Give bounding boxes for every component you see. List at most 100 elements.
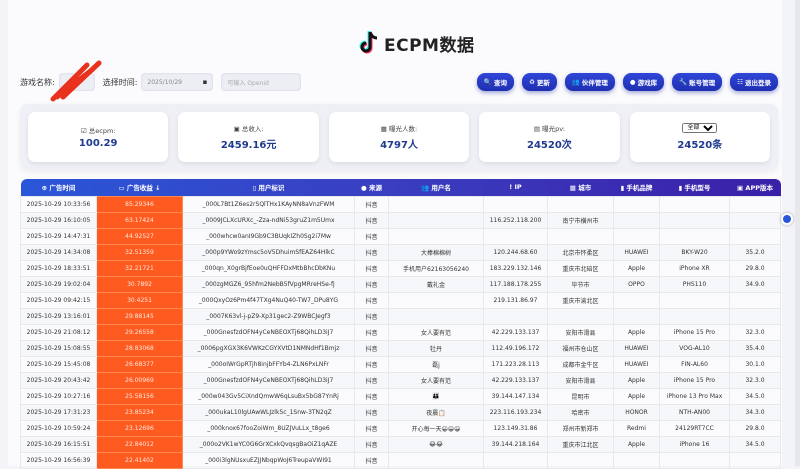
cell-model: VOG-AL10 bbox=[659, 339, 730, 357]
cell-city: 南宁市横州市 bbox=[547, 211, 614, 229]
cell-model: iPhone 15 Pro bbox=[659, 323, 730, 341]
col-ad-time[interactable]: ⊕ 广告时间 bbox=[41, 184, 76, 193]
search-button[interactable]: 🔍 查询 bbox=[476, 73, 514, 91]
table-row[interactable]: 2025-10-29 16:10:05 63.17424 _0009JCLXcURX… bbox=[20, 211, 781, 229]
table-row[interactable]: 2025-10-29 19:02:04 30.7892 _000zgMGZ6_95h… bbox=[20, 275, 781, 293]
table-row[interactable]: 2025-10-29 10:33:56 85.29346 _000L7Bt1Z6es… bbox=[20, 195, 781, 213]
cell-model bbox=[659, 291, 730, 309]
cell-source: 抖音 bbox=[354, 195, 389, 213]
table-row[interactable]: 2025-10-29 18:33:51 32.21721 _000qn_X0grBj… bbox=[20, 259, 781, 277]
cell-city: 北京市怀柔区 bbox=[547, 243, 614, 261]
table-row[interactable]: 2025-10-29 15:45:08 26.68377 _000oIWrGpRTj… bbox=[20, 355, 781, 373]
cell-username: 👪 bbox=[388, 387, 484, 405]
cell-model: iPhone XR bbox=[659, 259, 730, 277]
col-ad-revenue[interactable]: ▭ 广告收益 ↓ bbox=[118, 184, 161, 193]
stat-label: 总收入: bbox=[241, 125, 264, 133]
header: ECPM数据 bbox=[358, 30, 474, 56]
cell-ad-revenue: 22.84012 bbox=[96, 435, 183, 453]
cell-ad-time: 2025-10-29 15:08:55 bbox=[20, 339, 97, 357]
table-row[interactable]: 2025-10-29 21:08:12 29.26558 _000GnesfzdOF… bbox=[20, 323, 781, 341]
table-row[interactable]: 2025-10-29 13:16:01 29.88145 _0007K63vl-j-… bbox=[20, 307, 781, 325]
cell-brand: HUAWEI bbox=[613, 355, 660, 373]
col-app-version[interactable]: ▣ APP版本 bbox=[737, 184, 773, 193]
cell-user-id: _000o2VK1wYC0G6GrXCxkQvqsgBaOiZ1qAZE bbox=[182, 435, 355, 453]
openid-input[interactable]: 可输入 Openid bbox=[221, 73, 302, 91]
cell-username: 女人要有范 bbox=[388, 323, 484, 341]
cell-username bbox=[388, 195, 484, 213]
users-icon: ▦ bbox=[380, 125, 387, 133]
col-brand[interactable]: ▮ 手机品牌 bbox=[620, 184, 653, 193]
table-row[interactable]: 2025-10-29 20:43:42 26.00969 _000GnesfzdOF… bbox=[20, 371, 781, 389]
cell-brand: Apple bbox=[613, 435, 660, 453]
cell-ip: 223.116.193.234 bbox=[483, 403, 548, 421]
col-city[interactable]: ▦ 城市 bbox=[569, 184, 592, 193]
stat-value: 24520条 bbox=[677, 140, 723, 151]
cell-brand: Apple bbox=[613, 323, 660, 341]
account-management-button[interactable]: 🔧 账号管理 bbox=[672, 73, 723, 91]
table-row[interactable]: 2025-10-29 10:59:24 23.12696 _000knox67foo… bbox=[20, 419, 781, 437]
cell-ip: 120.244.68.60 bbox=[483, 243, 548, 261]
table-row[interactable]: 2025-10-29 09:42:15 30.4251 _000QxyOz6Pm4f… bbox=[20, 291, 781, 309]
cell-brand: HUAWEI bbox=[613, 243, 660, 261]
cell-user-id: _000whcw0anI9Gb9C3BUqkIZh0Sg2i7Mw bbox=[182, 227, 355, 245]
cell-user-id: _000qn_X0grBjfEoe0uQHFFDxMtbBhcDbKNu bbox=[182, 259, 355, 277]
cell-ip bbox=[483, 195, 548, 213]
cell-ip: 42.229.133.137 bbox=[483, 371, 548, 389]
stat-value: 100.29 bbox=[78, 138, 118, 149]
filter-select[interactable]: 全部 bbox=[682, 123, 718, 133]
button-label: 查询 bbox=[493, 79, 507, 87]
date-value: 2025/10/29 bbox=[147, 78, 182, 86]
date-input[interactable]: 2025/10/29 ▪ bbox=[141, 73, 214, 91]
cell-user-id: _000ukaL10lgUAwWLJzlk5c_1Snw-3TN2qZ bbox=[182, 403, 355, 421]
partner-management-button[interactable]: 👥 伙伴管理 bbox=[564, 73, 615, 91]
cell-username bbox=[388, 211, 484, 229]
cell-app-version: 34.5.0 bbox=[729, 387, 781, 405]
cell-app-version: 30.1.0 bbox=[729, 355, 781, 373]
cell-username: 😂😂 bbox=[388, 435, 484, 453]
cell-ip: 112.49.196.172 bbox=[483, 339, 548, 357]
col-user-id[interactable]: ▯ 用户标识 bbox=[252, 184, 285, 193]
table-row[interactable]: 2025-10-29 14:34:08 32.51359 _000p9YWo9zYm… bbox=[20, 243, 781, 261]
cell-brand bbox=[613, 227, 660, 245]
cell-app-version: 34.9.0 bbox=[729, 275, 781, 293]
page-scrollbar[interactable] bbox=[795, 0, 800, 466]
cell-city: 毕节市 bbox=[547, 275, 614, 293]
col-username[interactable]: 👥 用户名 bbox=[421, 184, 451, 193]
chat-float-button[interactable] bbox=[781, 213, 793, 225]
cell-ad-revenue: 85.29346 bbox=[96, 195, 183, 213]
cell-model: iPhone 16 bbox=[659, 435, 730, 453]
cell-ad-time: 2025-10-29 18:33:51 bbox=[20, 259, 97, 277]
table-row[interactable]: 2025-10-29 10:27:16 25.58156 _000w043Gv5Ci… bbox=[20, 387, 781, 405]
cell-source: 抖音 bbox=[354, 211, 389, 229]
table-row[interactable]: 2025-10-29 16:56:39 22.41402 _000i3lgNUsxu… bbox=[20, 451, 781, 469]
stat-value: 2459.16元 bbox=[220, 140, 277, 151]
game-select[interactable] bbox=[50, 60, 102, 102]
calendar-icon[interactable]: ▪ bbox=[202, 78, 208, 86]
cell-ad-time: 2025-10-29 21:08:12 bbox=[20, 323, 97, 341]
col-label: IP bbox=[514, 183, 522, 192]
table-body: 2025-10-29 10:33:56 85.29346 _000L7Bt1Z6es… bbox=[20, 195, 781, 469]
cell-app-version bbox=[729, 195, 781, 213]
cell-ad-time: 2025-10-29 13:16:01 bbox=[20, 307, 97, 325]
cell-city: 郑州市新郑市 bbox=[547, 419, 614, 437]
table-row[interactable]: 2025-10-29 14:47:31 44.92527 _000whcw0anI9… bbox=[20, 227, 781, 245]
col-source[interactable]: ● 来源 bbox=[361, 184, 382, 193]
col-ip[interactable]: ! IP bbox=[509, 183, 522, 192]
cell-ad-time: 2025-10-29 14:47:31 bbox=[20, 227, 97, 245]
ecpm-table: ⊕ 广告时间 ▭ 广告收益 ↓ ▯ 用户标识 ● 来源 👥 用户名 ! IP ▦… bbox=[20, 179, 781, 469]
logout-button[interactable]: ☷ 退出登录 bbox=[730, 73, 778, 91]
cell-ip: 39.144.218.164 bbox=[483, 435, 548, 453]
cell-user-id: _0007K63vl-j-pZ9-Xp31gec2-Z9WBCJegf3 bbox=[182, 307, 355, 325]
cell-user-id: _000p9YWo9zYmsc5oV5DhuimSfEAZ64HlkC bbox=[182, 243, 355, 261]
table-row[interactable]: 2025-10-29 15:08:55 28.83068 _0006pgXGX3K6… bbox=[20, 339, 781, 357]
game-library-button[interactable]: ● 游戏库 bbox=[622, 73, 665, 91]
table-row[interactable]: 2025-10-29 17:31:23 23.85234 _000ukaL10lgU… bbox=[20, 403, 781, 421]
cell-brand: OPPO bbox=[613, 275, 660, 293]
cell-source: 抖音 bbox=[354, 243, 389, 261]
cell-ad-time: 2025-10-29 19:02:04 bbox=[20, 275, 97, 293]
col-model[interactable]: ▮ 手机型号 bbox=[678, 184, 711, 193]
filter-bar: 游戏名称: 选择时间: 2025/10/29 ▪ 可输入 Openid bbox=[20, 60, 302, 102]
cell-ad-time: 2025-10-29 16:10:05 bbox=[20, 211, 97, 229]
table-row[interactable]: 2025-10-29 16:15:51 22.84012 _000o2VK1wYC0… bbox=[20, 435, 781, 453]
refresh-button[interactable]: ♻ 更新 bbox=[521, 73, 557, 91]
